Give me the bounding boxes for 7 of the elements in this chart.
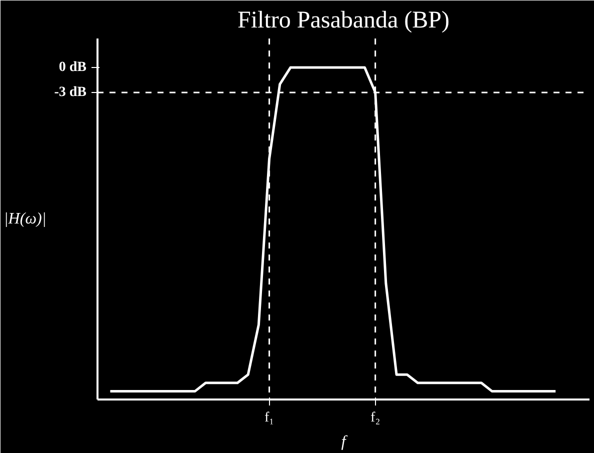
- chart-title: Filtro Pasabanda (BP): [238, 8, 450, 34]
- x-axis-title: f: [341, 434, 348, 450]
- y-axis-title: |H(ω)|: [4, 210, 46, 228]
- x-tick-label: f₂: [370, 410, 380, 426]
- x-tick-label: f₁: [264, 410, 274, 426]
- y-tick-label: -3 dB: [54, 84, 87, 100]
- y-tick-label: 0 dB: [58, 60, 86, 76]
